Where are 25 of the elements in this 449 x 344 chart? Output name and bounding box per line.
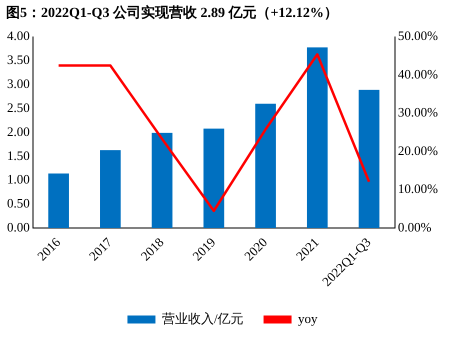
chart-title: 图5：2022Q1-Q3 公司实现营收 2.89 亿元（+12.12%） [6, 4, 338, 22]
y-tick-label: 1.50 [7, 148, 30, 163]
y2-tick-label: 40.00% [398, 66, 438, 82]
y-tick-label: 2.50 [7, 100, 30, 115]
y2-tick-label: 30.00% [398, 104, 438, 120]
y-tick-label: 2.00 [7, 124, 30, 139]
y-tick-label: 4.00 [7, 28, 30, 44]
y2-tick-label: 50.00% [398, 28, 438, 44]
legend-label: yoy [298, 310, 318, 326]
legend-label: 营业收入/亿元 [162, 310, 244, 326]
bar [306, 47, 328, 228]
bar [48, 174, 69, 228]
y2-tick-label: 0.00% [398, 219, 432, 234]
y-tick-label: 3.00 [7, 76, 30, 92]
y-tick-label: 0.00 [7, 219, 30, 234]
bar [255, 104, 276, 228]
bar [100, 150, 121, 228]
y2-tick-label: 10.00% [398, 181, 438, 196]
y-tick-label: 0.50 [7, 196, 30, 211]
bar [152, 132, 172, 228]
y2-tick-label: 20.00% [398, 142, 438, 158]
bar [358, 90, 380, 228]
y-tick-label: 3.50 [7, 52, 30, 68]
bar [203, 128, 224, 228]
y-tick-label: 1.00 [7, 172, 30, 187]
